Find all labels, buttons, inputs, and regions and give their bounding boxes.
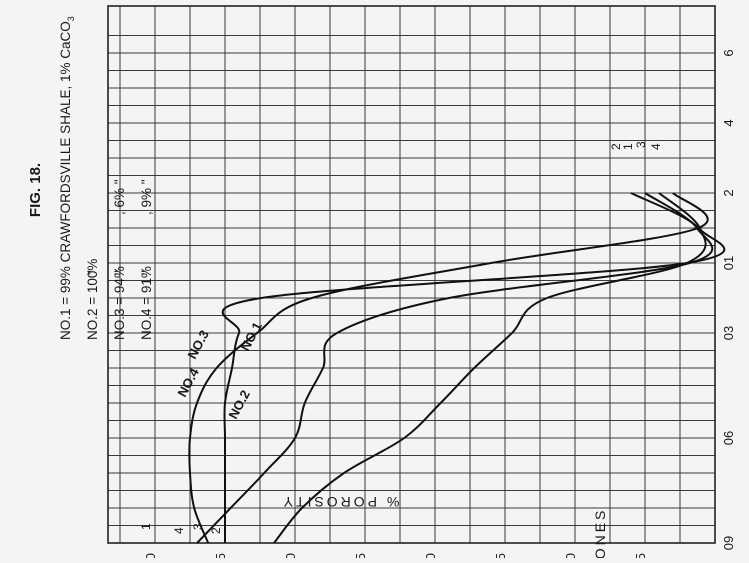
legend-line-3: NO.3 = 94% bbox=[112, 266, 127, 340]
legend-line-1: NO.1 = 99% CRAWFORDSVILLE SHALE, 1% CaCO… bbox=[58, 16, 76, 340]
x-tick-label: 03 bbox=[721, 326, 736, 340]
legend-ditto-3: " bbox=[112, 270, 127, 275]
legend-ditto-2: " bbox=[85, 270, 100, 275]
legend-extra-3: , 6% " bbox=[112, 179, 127, 215]
series-end-label: 2 bbox=[609, 143, 623, 150]
x-axis-label: CONES bbox=[592, 508, 608, 558]
chart-title: FIG. 18. bbox=[27, 163, 44, 217]
y-axis-label: % POROSITY bbox=[281, 494, 400, 510]
x-tick-label: 6 bbox=[721, 49, 736, 56]
x-tick-label: 09 bbox=[721, 536, 736, 550]
legend-ditto-4: " bbox=[139, 270, 154, 275]
series-label: NO.4 bbox=[174, 365, 202, 400]
x-tick-label: 4 bbox=[721, 119, 736, 126]
y-tick-label: 5 bbox=[633, 553, 648, 558]
legend-line-2: NO.2 = 100% bbox=[85, 259, 100, 340]
series-line-3 bbox=[221, 192, 726, 544]
series-end-label: 4 bbox=[649, 143, 663, 150]
series-line-1 bbox=[196, 192, 714, 544]
y-tick-label: 35 bbox=[213, 553, 228, 558]
series-end-label: 2 bbox=[209, 527, 223, 534]
plot-frame bbox=[107, 5, 716, 544]
legend: FIG. 18. NO.1 = 99% CRAWFORDSVILLE SHALE… bbox=[27, 16, 154, 340]
x-tick-label: 01 bbox=[721, 256, 736, 270]
grid bbox=[108, 6, 716, 544]
series-end-label: 3 bbox=[634, 141, 648, 148]
series-end-label: 3 bbox=[191, 523, 205, 530]
x-tick-label: 2 bbox=[721, 189, 736, 196]
series-label: NO.2 bbox=[225, 388, 252, 422]
series-label: NO.1 bbox=[237, 320, 264, 354]
legend-extra-4: , 9% " bbox=[139, 179, 154, 215]
y-tick-label: 15 bbox=[493, 553, 508, 558]
y-tick-label: 10 bbox=[563, 553, 578, 558]
series-line-4 bbox=[188, 192, 709, 544]
series-end-label: 1 bbox=[139, 523, 153, 530]
series-line-2 bbox=[273, 192, 707, 544]
series-end-label: 1 bbox=[621, 143, 635, 150]
y-tick-label: 20 bbox=[423, 553, 438, 558]
legend-line-4: NO.4 = 91% bbox=[139, 266, 154, 340]
curves bbox=[188, 192, 726, 544]
y-tick-label: 30 bbox=[283, 553, 298, 558]
x-tick-label: 06 bbox=[721, 431, 736, 445]
y-tick-label: 40 bbox=[143, 553, 158, 558]
series-end-label: 4 bbox=[172, 527, 186, 534]
y-tick-label: 25 bbox=[353, 553, 368, 558]
